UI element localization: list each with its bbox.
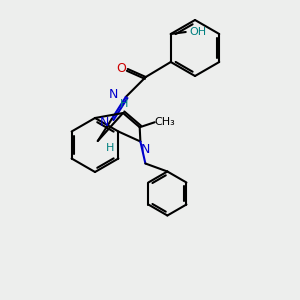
Text: H: H [120, 99, 128, 109]
Text: H: H [106, 143, 114, 153]
Text: OH: OH [189, 27, 206, 37]
Text: CH₃: CH₃ [154, 117, 175, 127]
Text: N: N [100, 116, 110, 128]
Text: N: N [109, 88, 119, 100]
Text: O: O [116, 61, 126, 74]
Text: N: N [141, 143, 150, 156]
